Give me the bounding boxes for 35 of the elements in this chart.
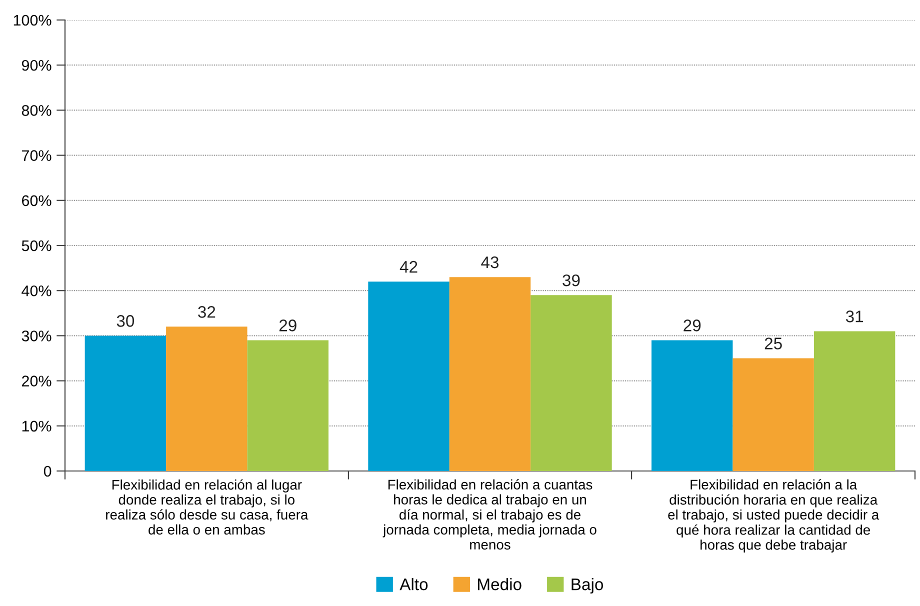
data-label: 29 [684,320,701,332]
bar [368,282,450,471]
y-tick-label: 30% [22,330,52,342]
data-label: 32 [198,306,216,318]
bar [652,340,733,471]
y-tick-label: 90% [22,60,52,71]
bar [814,331,896,471]
y-tick-label: 40% [22,285,52,296]
data-label: 25 [764,338,782,350]
y-tick-label: 20% [22,376,52,386]
y-tick-label: 100% [14,14,52,26]
data-label: 29 [279,320,296,332]
y-tick-label: 50% [22,240,52,252]
legend-label: Medio [478,578,522,590]
y-tick-label: 70% [22,150,52,161]
bar [449,277,531,471]
x-tick-label: Flexibilidad en relación a cuantas horas le dedica al trabajo en un día normal, si el trabajo es de jornada completa, media jornada o menos [382,479,596,550]
data-label: 30 [116,315,134,327]
data-label: 31 [846,310,864,322]
bar [166,326,248,471]
bar [530,295,612,471]
x-tick-label: Flexibilidad en relación al lugar donde realiza el trabajo, si lo realiza sólo desde su casa, fuera de ella o en ambas [106,479,308,535]
y-tick-label: 80% [22,105,52,116]
legend-label: Bajo [572,578,604,594]
legend-label: Alto [400,578,428,590]
x-tick-label: Flexibilidad en relación a la distribución horaria en que realiza el trabajo, si usted puede decidir a qué hora realizar la cantidad de horas que debe trabajar [668,479,880,553]
bar [732,358,814,471]
data-label: 43 [481,256,499,268]
bar [84,336,166,471]
y-tick-label: 10% [22,420,52,432]
bar [247,340,328,471]
data-label: 42 [400,260,418,273]
y-tick-label: 0 [44,466,52,477]
y-tick-label: 60% [22,195,52,206]
data-label: 39 [562,274,580,286]
